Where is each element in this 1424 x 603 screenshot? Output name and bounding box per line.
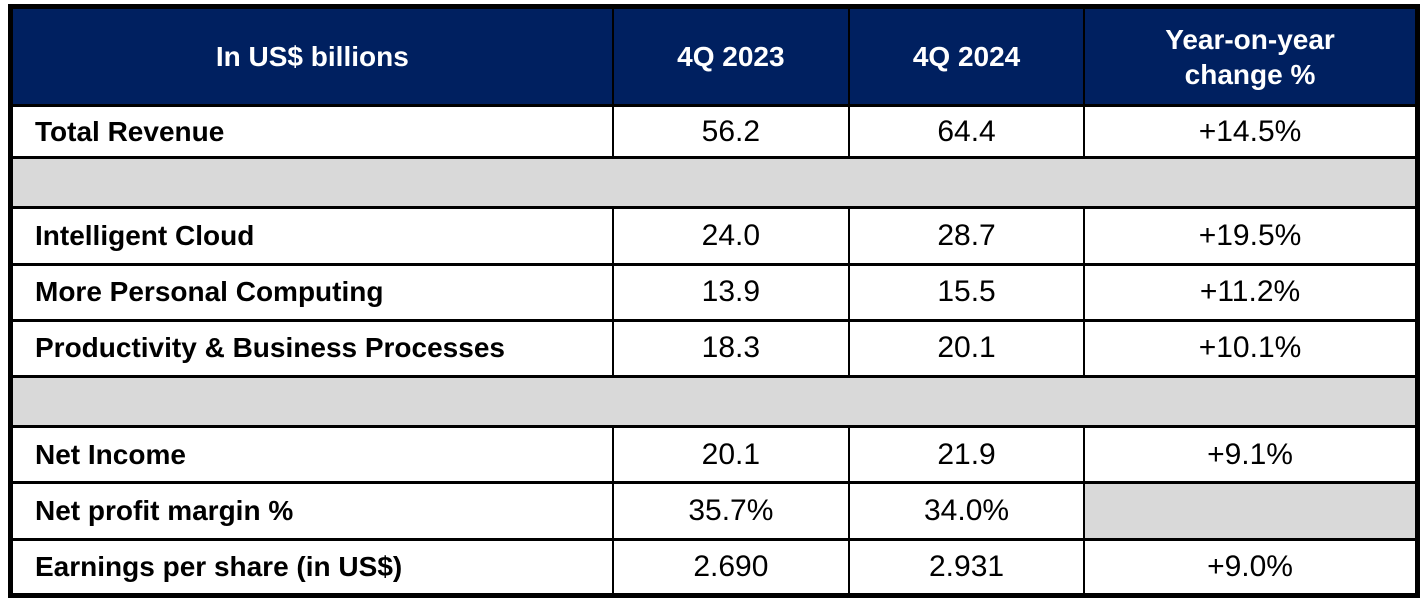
header-4q2024: 4Q 2024: [848, 5, 1086, 107]
header-yoy-change: Year-on-year change %: [1083, 5, 1419, 107]
value-4q2023: 24.0: [611, 206, 851, 266]
row-intelligent-cloud: Intelligent Cloud 24.0 28.7 +19.5%: [9, 206, 1419, 266]
metric-label: Productivity & Business Processes: [9, 318, 614, 379]
value-4q2024: 2.931: [848, 537, 1086, 598]
metric-label: Net profit margin %: [9, 481, 614, 541]
value-4q2023: 2.690: [611, 537, 851, 598]
value-4q2023: 35.7%: [611, 481, 851, 541]
metric-label: Earnings per share (in US$): [9, 537, 614, 598]
row-more-personal-computing: More Personal Computing 13.9 15.5 +11.2%: [9, 262, 1419, 322]
metric-label: More Personal Computing: [9, 262, 614, 322]
value-yoy: +14.5%: [1083, 103, 1419, 160]
value-4q2023: 20.1: [611, 425, 851, 485]
value-yoy-blank: [1083, 481, 1419, 541]
value-4q2023: 56.2: [611, 103, 851, 160]
value-4q2023: 13.9: [611, 262, 851, 322]
value-4q2024: 15.5: [848, 262, 1086, 322]
value-yoy: +10.1%: [1083, 318, 1419, 379]
value-4q2024: 34.0%: [848, 481, 1086, 541]
row-net-profit-margin: Net profit margin % 35.7% 34.0%: [9, 481, 1419, 541]
value-yoy: +19.5%: [1083, 206, 1419, 266]
header-metric: In US$ billions: [9, 5, 614, 107]
spacer-row: [9, 375, 1419, 429]
value-4q2023: 18.3: [611, 318, 851, 379]
quarterly-results-table: In US$ billions 4Q 2023 4Q 2024 Year-on-…: [8, 4, 1420, 598]
value-yoy: +9.0%: [1083, 537, 1419, 598]
row-total-revenue: Total Revenue 56.2 64.4 +14.5%: [9, 103, 1419, 160]
metric-label: Net Income: [9, 425, 614, 485]
value-yoy: +11.2%: [1083, 262, 1419, 322]
value-4q2024: 64.4: [848, 103, 1086, 160]
value-4q2024: 28.7: [848, 206, 1086, 266]
row-earnings-per-share: Earnings per share (in US$) 2.690 2.931 …: [9, 537, 1419, 598]
value-4q2024: 20.1: [848, 318, 1086, 379]
row-net-income: Net Income 20.1 21.9 +9.1%: [9, 425, 1419, 485]
spacer-cell: [9, 156, 1419, 210]
spacer-cell: [9, 375, 1419, 429]
value-4q2024: 21.9: [848, 425, 1086, 485]
table-header-row: In US$ billions 4Q 2023 4Q 2024 Year-on-…: [9, 5, 1419, 107]
metric-label: Total Revenue: [9, 103, 614, 160]
spacer-row: [9, 156, 1419, 210]
row-productivity-business-processes: Productivity & Business Processes 18.3 2…: [9, 318, 1419, 379]
value-yoy: +9.1%: [1083, 425, 1419, 485]
metric-label: Intelligent Cloud: [9, 206, 614, 266]
header-4q2023: 4Q 2023: [611, 5, 851, 107]
